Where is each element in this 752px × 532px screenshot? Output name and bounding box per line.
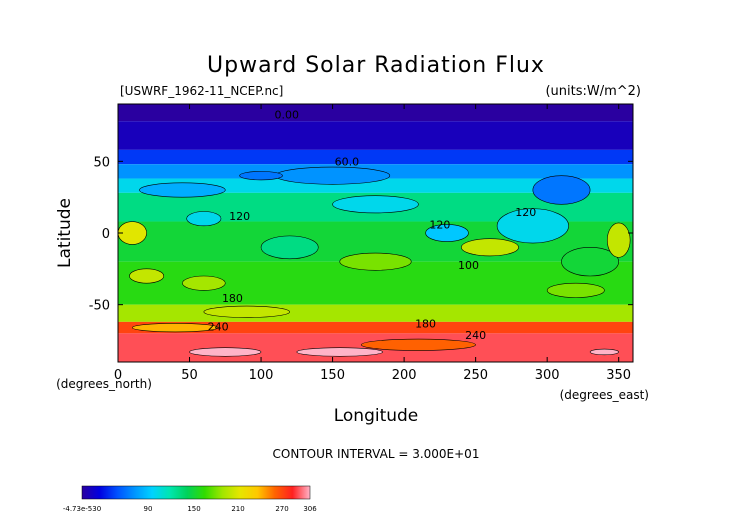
- y-tick-label-1: 0: [102, 227, 110, 242]
- contour-region-14: [332, 195, 419, 214]
- contour-region-4: [139, 182, 226, 198]
- colorbar-tick-label-3: 210: [231, 505, 244, 513]
- contour-region-19: [360, 338, 476, 351]
- colorbar: -4.73e-530 90 150 210 270 306: [63, 485, 317, 513]
- contour-region-9: [461, 238, 519, 257]
- lat-band-0: [118, 104, 633, 122]
- contour-region-3: [186, 211, 222, 227]
- contour-label-4: 120: [429, 219, 450, 232]
- contour-label-7: 180: [415, 318, 436, 331]
- y-tick-label-0: 50: [93, 155, 110, 170]
- x-tick-label-5: 250: [463, 368, 488, 383]
- colorbar-gradient: [82, 486, 310, 499]
- contour-region-20: [189, 347, 262, 357]
- x-tick-label-3: 150: [320, 368, 345, 383]
- contour-region-2: [182, 275, 226, 291]
- contour-region-13: [606, 222, 631, 258]
- lat-band-9: [118, 321, 633, 334]
- colorbar-tick-label-1: 90: [144, 505, 153, 513]
- lat-band-2: [118, 149, 633, 165]
- contour-region-7: [339, 252, 412, 271]
- colorbar-frame: [81, 485, 311, 500]
- contour-region-18: [132, 323, 219, 333]
- y-axis-label: Latitude: [55, 198, 75, 268]
- x-tick-label-2: 100: [249, 368, 274, 383]
- contour-region-22: [589, 348, 619, 356]
- contour-region-11: [532, 175, 591, 205]
- contour-region-21: [296, 347, 383, 357]
- x-tick-label-0: 0: [114, 368, 122, 383]
- contour-region-15: [239, 171, 283, 181]
- contour-region-12: [561, 247, 619, 277]
- contour-region-6: [260, 235, 319, 260]
- contour-label-8: 240: [208, 320, 229, 333]
- file-label: [USWRF_1962-11_NCEP.nc]: [120, 84, 283, 98]
- colorbar-tick-label-4: 270: [275, 505, 288, 513]
- contour-label-0: 0.00: [275, 108, 300, 121]
- contour-label-1: 60.0: [335, 156, 360, 169]
- contour-region-1: [129, 268, 165, 284]
- x-axis-label: Longitude: [334, 406, 419, 426]
- contour-label-3: 120: [515, 206, 536, 219]
- contour-label-2: 120: [229, 210, 250, 223]
- lat-band-1: [118, 121, 633, 150]
- x-tick-label-6: 300: [535, 368, 560, 383]
- contour-region-8: [425, 224, 469, 242]
- contour-interval-text: CONTOUR INTERVAL = 3.000E+01: [273, 447, 480, 461]
- plot-area: 0.00 60.0 120 120 120 100 180 180 240 240: [118, 104, 633, 362]
- x-unit-label: (degrees_east): [560, 388, 649, 402]
- contour-label-6: 180: [222, 292, 243, 305]
- colorbar-tick-label-0: -4.73e-530: [63, 505, 101, 513]
- contour-region-17: [203, 305, 290, 318]
- x-tick-label-1: 50: [181, 368, 198, 383]
- contour-region-16: [546, 282, 605, 298]
- lat-band-4: [118, 178, 633, 193]
- colorbar-tick-label-5: 306: [303, 505, 317, 513]
- x-tick-label-7: 350: [606, 368, 631, 383]
- y-tick-label-2: -50: [89, 299, 110, 314]
- contour-label-5: 100: [458, 259, 479, 272]
- contour-label-9: 240: [465, 329, 486, 342]
- chart-title: Upward Solar Radiation Flux: [207, 53, 545, 78]
- units-label: (units:W/m^2): [545, 84, 641, 99]
- lat-band-8: [118, 304, 633, 322]
- x-tick-label-4: 200: [392, 368, 417, 383]
- contour-region-0: [118, 221, 147, 245]
- contour-region-10: [496, 208, 569, 244]
- contour-region-5: [275, 166, 391, 185]
- colorbar-tick-label-2: 150: [187, 505, 200, 513]
- y-unit-label: (degrees_north): [56, 377, 152, 391]
